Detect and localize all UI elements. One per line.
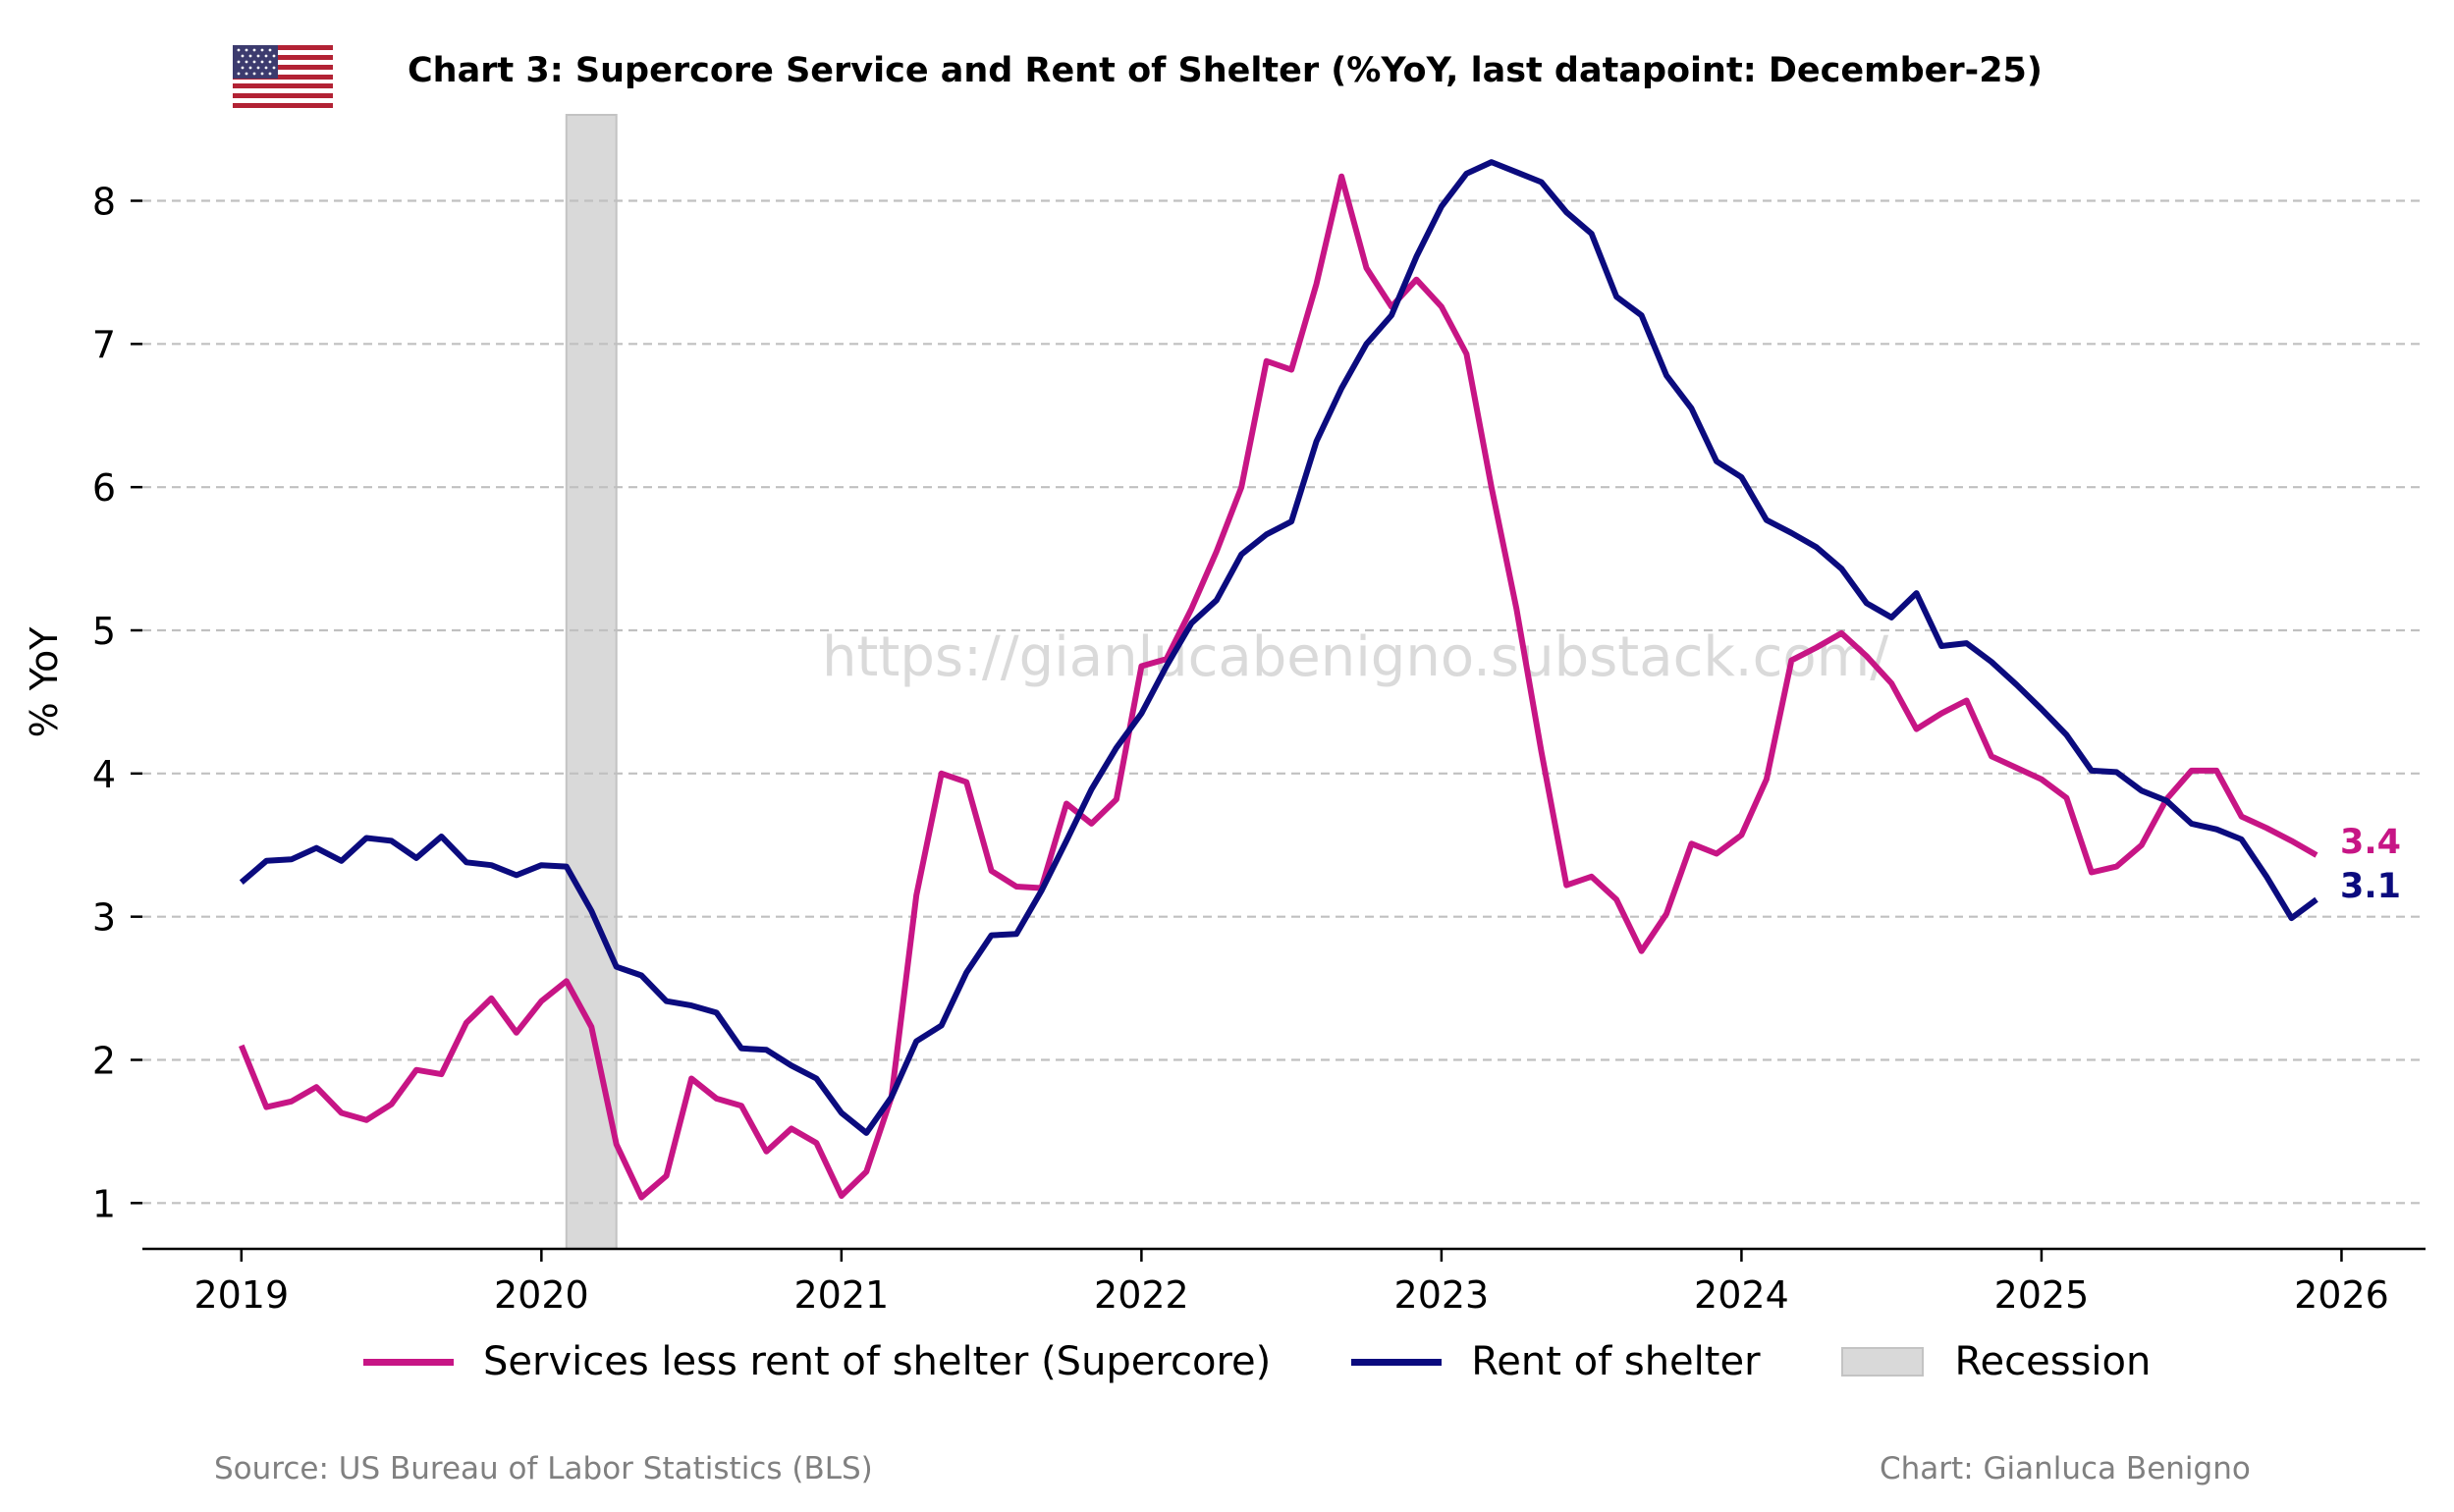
- end-label-shelter: 3.1: [2340, 867, 2401, 906]
- us-flag-icon: [233, 45, 333, 108]
- watermark: https://gianlucabenigno.substack.com/: [822, 625, 1888, 689]
- y-tick-label: 4: [92, 753, 116, 796]
- legend-swatch-supercore: [363, 1358, 454, 1366]
- end-labels: 3.43.1: [2340, 823, 2401, 906]
- y-tick-label: 2: [92, 1040, 116, 1083]
- legend-item-shelter: Rent of shelter: [1351, 1339, 1761, 1384]
- axes: 1 2 3 4 5 6 7 8 2019 2020 2021 2022 2023 2024 2025 2026: [92, 181, 2426, 1317]
- source-note: Source: US Bureau of Labor Statistics (B…: [214, 1451, 873, 1486]
- series-layer: [239, 159, 2318, 1201]
- x-tick-label: 2020: [494, 1273, 589, 1317]
- y-tick-label: 5: [92, 610, 116, 653]
- legend-label-recession: Recession: [1954, 1339, 2152, 1384]
- x-tick-label: 2022: [1094, 1273, 1189, 1317]
- series-line-shelter: [239, 159, 2318, 1136]
- end-label-supercore: 3.4: [2340, 823, 2401, 862]
- x-tick-label: 2021: [794, 1273, 890, 1317]
- x-tick-label: 2025: [1994, 1273, 2090, 1317]
- gridlines: [142, 199, 2426, 1205]
- legend: Services less rent of shelter (Supercore…: [363, 1335, 2231, 1388]
- x-tick-label: 2026: [2294, 1273, 2389, 1317]
- y-tick-label: 7: [92, 323, 116, 366]
- legend-label-supercore: Services less rent of shelter (Supercore…: [483, 1339, 1272, 1384]
- x-tick-label: 2024: [1694, 1273, 1789, 1317]
- recession-band: [565, 114, 618, 1250]
- y-tick-label: 8: [92, 181, 116, 224]
- legend-swatch-recession: [1840, 1347, 1924, 1377]
- chart-credit: Chart: Gianluca Benigno: [1880, 1451, 2251, 1486]
- legend-item-supercore: Services less rent of shelter (Supercore…: [363, 1339, 1271, 1384]
- series-line-supercore: [239, 173, 2318, 1201]
- y-tick-label: 6: [92, 466, 116, 510]
- legend-label-shelter: Rent of shelter: [1471, 1339, 1761, 1384]
- y-axis-label: % YoY: [23, 626, 66, 738]
- x-tick-label: 2019: [193, 1273, 289, 1317]
- x-tick-label: 2023: [1394, 1273, 1490, 1317]
- y-tick-label: 1: [92, 1182, 116, 1225]
- chart-title: Chart 3: Supercore Service and Rent of S…: [408, 51, 2043, 90]
- legend-swatch-shelter: [1351, 1358, 1443, 1366]
- y-tick-label: 3: [92, 896, 116, 940]
- recession-band-layer: [565, 114, 618, 1250]
- legend-item-recession: Recession: [1840, 1339, 2152, 1384]
